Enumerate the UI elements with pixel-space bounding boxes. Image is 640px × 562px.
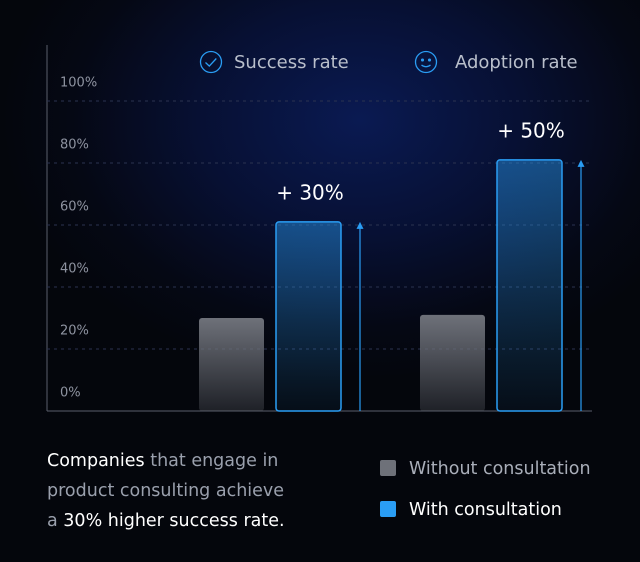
- legend-swatch: [380, 501, 396, 517]
- legend-label: With consultation: [409, 500, 562, 520]
- y-tick-label: 80%: [60, 138, 89, 153]
- y-tick-label: 40%: [60, 262, 89, 277]
- caption-text: Companies: [47, 451, 145, 471]
- legend-swatch: [380, 460, 396, 476]
- check-icon: [199, 50, 223, 74]
- category-label: Adoption rate: [455, 52, 578, 73]
- bar: [275, 221, 342, 412]
- annotation: + 30%: [276, 180, 344, 204]
- annotation: + 50%: [497, 118, 565, 142]
- arrow-head: [356, 221, 364, 229]
- category-label: Success rate: [234, 52, 349, 73]
- caption-text: that engage in product consulting achiev…: [47, 451, 285, 531]
- arrow-head: [577, 159, 585, 167]
- bar: [199, 318, 264, 411]
- y-tick-label: 0%: [60, 386, 81, 401]
- caption: Companies that engage in product consult…: [47, 446, 292, 536]
- caption-text: 30% higher success rate.: [63, 511, 285, 531]
- y-tick-label: 60%: [60, 200, 89, 215]
- smile-icon: [414, 50, 438, 74]
- y-tick-label: 100%: [60, 76, 97, 91]
- y-tick-label: 20%: [60, 324, 89, 339]
- bar: [496, 159, 563, 412]
- bar: [420, 314, 485, 411]
- legend-label: Without consultation: [409, 459, 591, 479]
